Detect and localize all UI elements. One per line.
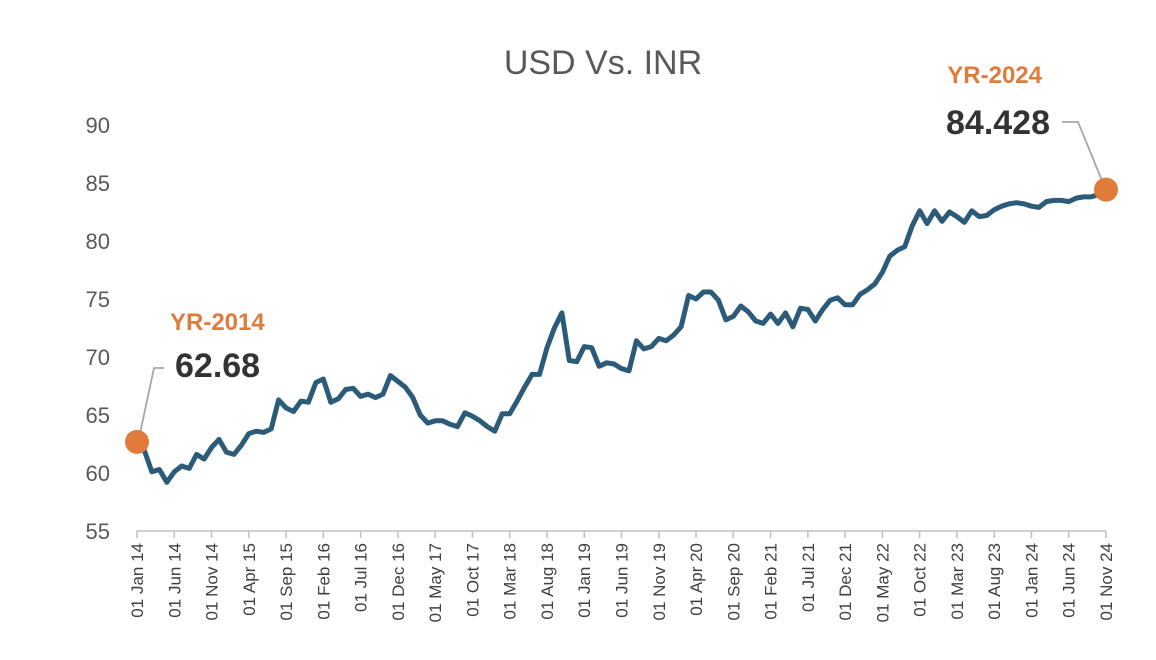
x-tick-label: 01 Jul 21	[799, 543, 818, 612]
x-tick-label: 01 Nov 14	[203, 543, 222, 621]
x-tick-label: 01 Oct 22	[911, 543, 930, 617]
x-tick-group: 01 Aug 18	[538, 543, 557, 620]
y-tick-label: 60	[86, 461, 110, 486]
x-tick-label: 01 Jun 14	[165, 543, 184, 618]
x-tick-label: 01 Dec 21	[836, 543, 855, 621]
x-tick-group: 01 May 22	[873, 543, 892, 622]
annotation-layer: YR-2014 62.68 YR-2024 84.428	[125, 62, 1118, 454]
x-tick-group: 01 Jan 19	[575, 543, 594, 618]
x-tick-label: 01 Jul 16	[352, 543, 371, 612]
x-tick-label: 01 Nov 19	[650, 543, 669, 621]
x-tick-group: 01 Nov 24	[1097, 543, 1116, 621]
annotation-value: 84.428	[946, 104, 1050, 142]
x-tick-label: 01 Apr 15	[240, 543, 259, 616]
y-tick-label: 85	[86, 171, 110, 196]
x-tick-label: 01 May 17	[426, 543, 445, 622]
y-tick-label: 80	[86, 229, 110, 254]
x-axis: 01 Jan 14 01 Jun 14 01 Nov 14 01 Apr 15 01 S…	[128, 530, 1116, 622]
x-tick-group: 01 Jun 24	[1060, 543, 1079, 618]
annotation-leader-line	[138, 367, 164, 439]
y-tick-label: 55	[86, 519, 110, 544]
x-tick-label: 01 Feb 16	[314, 543, 333, 620]
x-tick-label: 01 Jun 24	[1060, 543, 1079, 618]
x-tick-label: 01 Mar 23	[948, 543, 967, 620]
x-tick-label: 01 Aug 18	[538, 543, 557, 620]
annotation-value: 62.68	[175, 347, 260, 385]
x-tick-label: 01 May 22	[873, 543, 892, 622]
x-tick-group: 01 Sep 15	[277, 543, 296, 621]
x-tick-group: 01 Jun 19	[613, 543, 632, 618]
x-tick-group: 01 Apr 20	[687, 543, 706, 616]
x-tick-group: 01 Jun 14	[165, 543, 184, 618]
x-tick-group: 01 Mar 23	[948, 543, 967, 620]
x-tick-label: 01 Sep 20	[724, 543, 743, 621]
x-tick-group: 01 May 17	[426, 543, 445, 622]
x-tick-label: 01 Jun 19	[613, 543, 632, 618]
annotation-label: YR-2024	[947, 62, 1042, 89]
x-tick-group: 01 Nov 14	[203, 543, 222, 621]
x-tick-group: 01 Aug 23	[985, 543, 1004, 620]
x-tick-label: 01 Jan 24	[1022, 543, 1041, 618]
x-tick-label: 01 Jan 19	[575, 543, 594, 618]
x-tick-group: 01 Jul 21	[799, 543, 818, 612]
x-tick-group: 01 Jan 14	[128, 543, 147, 618]
x-tick-group: 01 Oct 17	[463, 543, 482, 617]
x-tick-group: 01 Apr 15	[240, 543, 259, 616]
y-tick-label: 90	[86, 113, 110, 138]
y-tick-label: 70	[86, 345, 110, 370]
x-tick-label: 01 Feb 21	[762, 543, 781, 620]
annotation-marker	[1094, 177, 1118, 202]
x-tick-group: 01 Jul 16	[352, 543, 371, 612]
x-tick-group: 01 Mar 18	[501, 543, 520, 620]
x-tick-group: 01 Nov 19	[650, 543, 669, 621]
x-tick-group: 01 Dec 16	[389, 543, 408, 621]
x-tick-label: 01 Apr 20	[687, 543, 706, 616]
series-line-usd-inr	[134, 187, 1109, 485]
y-tick-label: 65	[86, 403, 110, 428]
x-tick-label: 01 Dec 16	[389, 543, 408, 621]
x-tick-label: 01 Sep 15	[277, 543, 296, 621]
x-tick-label: 01 Oct 17	[463, 543, 482, 617]
x-tick-label: 01 Aug 23	[985, 543, 1004, 620]
x-tick-group: 01 Oct 22	[911, 543, 930, 617]
y-tick-label: 75	[86, 287, 110, 312]
x-tick-group: 01 Dec 21	[836, 543, 855, 621]
x-tick-group: 01 Jan 24	[1022, 543, 1041, 618]
chart-title: USD Vs. INR	[504, 44, 702, 82]
x-tick-label: 01 Jan 14	[128, 543, 147, 618]
x-tick-group: 01 Sep 20	[724, 543, 743, 621]
y-axis: 55 60 65 70 75 80 85 90	[86, 113, 110, 544]
annotation-leader-line	[1062, 121, 1106, 189]
x-tick-label: 01 Mar 18	[501, 543, 520, 620]
x-tick-group: 01 Feb 16	[314, 543, 333, 620]
x-tick-group: 01 Feb 21	[762, 543, 781, 620]
annotation-marker	[125, 429, 149, 454]
annotation-label: YR-2014	[170, 309, 265, 336]
series-layer	[134, 187, 1109, 485]
x-tick-label: 01 Nov 24	[1097, 543, 1116, 621]
